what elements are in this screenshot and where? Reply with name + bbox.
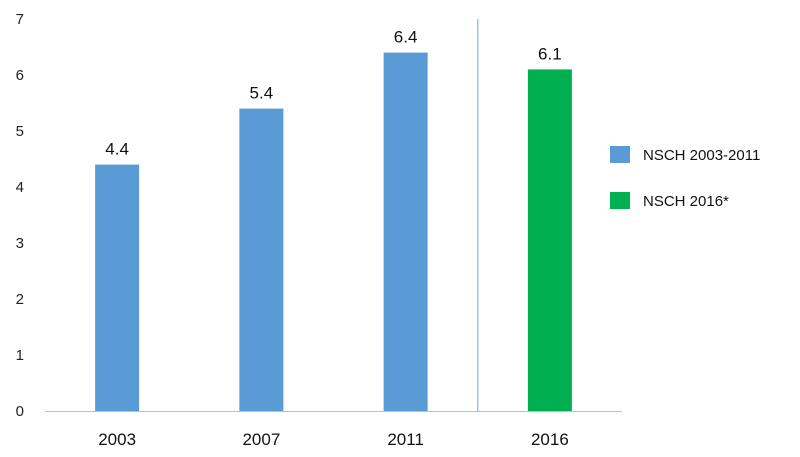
bar-2007 [239,108,284,411]
bars [95,52,572,412]
y-tick-label: 4 [16,179,24,196]
y-tick-label: 0 [16,403,24,420]
legend: NSCH 2003-2011 NSCH 2016* [610,146,760,210]
data-label-2007: 5.4 [250,84,274,103]
x-tick-label-2007: 2007 [242,430,280,449]
data-label-2003: 4.4 [105,140,129,159]
x-tick-label-2016: 2016 [531,430,569,449]
bar-2011 [383,52,428,411]
y-axis-ticks: 0 1 2 3 4 5 6 7 [16,11,24,420]
x-tick-label-2003: 2003 [98,430,136,449]
legend-label-1: NSCH 2016* [643,193,729,210]
data-labels: 4.4 5.4 6.4 6.1 [105,28,561,159]
data-label-2011: 6.4 [394,28,418,47]
y-tick-label: 6 [16,67,24,84]
legend-swatch-1 [610,192,630,209]
data-label-2016: 6.1 [538,44,562,63]
x-axis-ticks: 2003 2007 2011 2016 [98,430,569,449]
x-tick-label-2011: 2011 [387,430,424,449]
y-tick-label: 3 [16,235,24,252]
y-tick-label: 5 [16,123,24,140]
bar-2003 [95,164,140,411]
legend-swatch-0 [610,146,630,163]
bar-2016 [527,69,572,412]
legend-label-0: NSCH 2003-2011 [643,147,760,164]
y-tick-label: 7 [16,11,24,28]
y-tick-label: 2 [16,291,24,308]
y-tick-label: 1 [16,347,24,364]
